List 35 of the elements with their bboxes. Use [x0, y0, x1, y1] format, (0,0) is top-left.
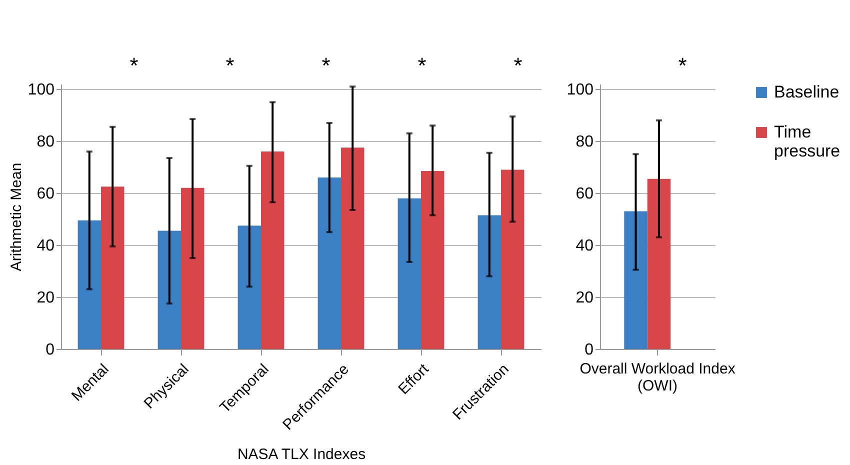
bar [318, 178, 341, 349]
y-tick-label: 0 [46, 342, 55, 358]
bar [478, 215, 501, 349]
y-tick-label: 80 [36, 134, 55, 151]
x-axis-title: NASA TLX Indexes [237, 446, 366, 463]
y-tick-label: 100 [566, 82, 594, 99]
bar [398, 198, 421, 349]
x-tick-label: Overall Workload Index (OWI) [580, 360, 736, 394]
bar [181, 188, 204, 349]
y-tick-label: 0 [584, 342, 594, 358]
bar [101, 186, 124, 349]
y-tick-label: 40 [36, 238, 55, 255]
bar [261, 152, 284, 349]
legend-label: Time pressure [774, 122, 840, 160]
text: * [130, 53, 139, 78]
bar [501, 170, 524, 349]
text: * [418, 53, 427, 78]
bar [341, 148, 364, 349]
text: * [322, 53, 331, 78]
y-axis-title: Arithmetic Mean [8, 162, 25, 272]
bar [78, 220, 101, 349]
y-tick-label: 20 [576, 290, 594, 307]
text: * [514, 53, 523, 78]
y-tick-label: 60 [576, 186, 594, 203]
bar [158, 230, 181, 349]
y-tick-label: 40 [576, 238, 594, 255]
text: * [226, 53, 235, 78]
y-tick-label: 80 [576, 134, 594, 151]
text: * [678, 53, 688, 78]
legend-label: Baseline [774, 82, 840, 102]
y-tick-label: 100 [28, 82, 55, 99]
y-tick-label: 20 [36, 290, 55, 307]
bar [238, 226, 261, 349]
y-tick-label: 60 [36, 186, 55, 203]
bar [421, 171, 444, 349]
